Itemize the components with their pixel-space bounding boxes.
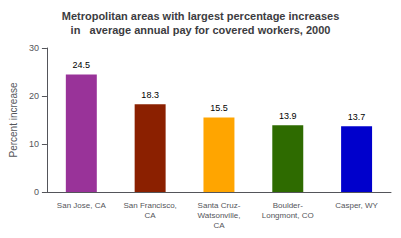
svg-text:20: 20 (29, 91, 39, 101)
svg-text:18.3: 18.3 (141, 90, 159, 100)
svg-text:24.5: 24.5 (73, 60, 91, 70)
svg-text:Watsonville,: Watsonville, (198, 211, 241, 220)
svg-text:Longmont, CO: Longmont, CO (262, 211, 314, 220)
svg-text:13.9: 13.9 (279, 111, 297, 121)
svg-text:CA: CA (145, 211, 157, 220)
svg-text:Casper, WY: Casper, WY (335, 201, 378, 210)
svg-text:15.5: 15.5 (210, 103, 228, 113)
svg-text:Boulder-: Boulder- (273, 201, 304, 210)
svg-text:13.7: 13.7 (348, 112, 366, 122)
svg-text:Metropolitan areas with larges: Metropolitan areas with largest percenta… (62, 10, 340, 22)
svg-text:San Jose, CA: San Jose, CA (57, 201, 107, 210)
svg-text:Santa Cruz-: Santa Cruz- (198, 201, 241, 210)
svg-text:CA: CA (213, 221, 225, 230)
svg-text:30: 30 (29, 43, 39, 53)
svg-text:0: 0 (34, 187, 39, 197)
svg-text:Percent increase: Percent increase (8, 82, 19, 157)
svg-text:San Francisco,: San Francisco, (123, 201, 176, 210)
svg-text:in average annual pay for co: in average annual pay for covered worker… (71, 24, 331, 36)
svg-text:10: 10 (29, 139, 39, 149)
